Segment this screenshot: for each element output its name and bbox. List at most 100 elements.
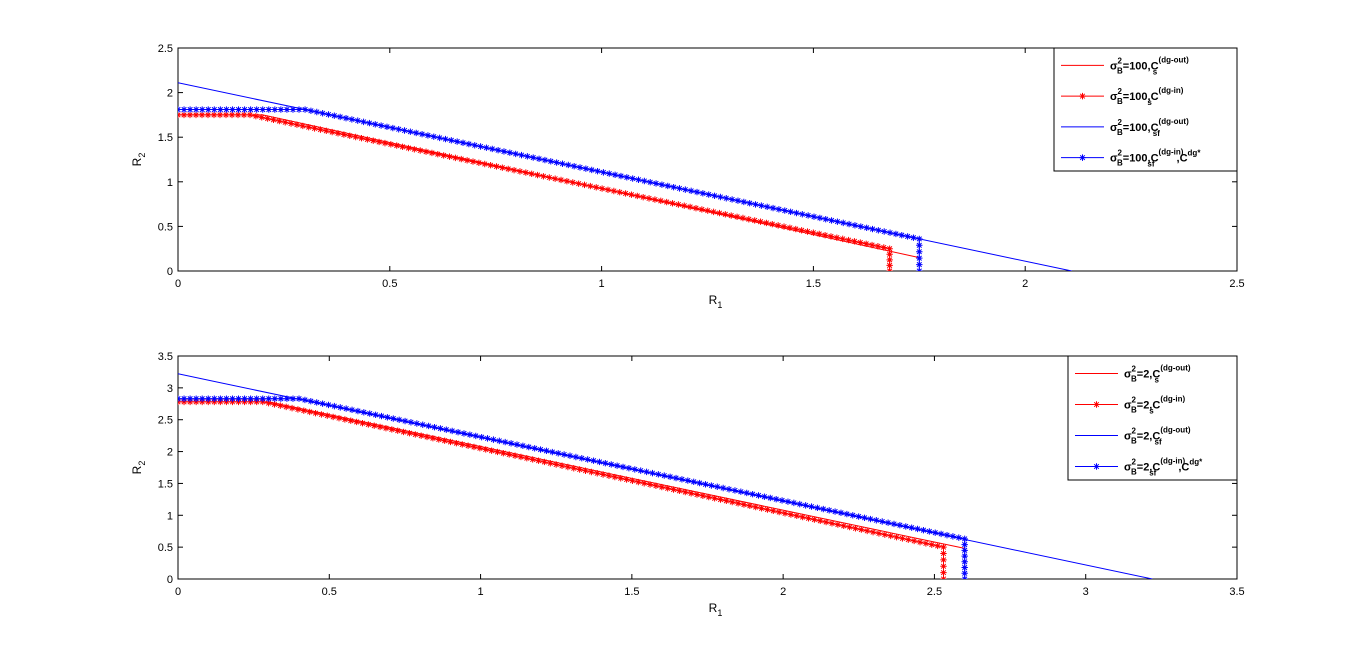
series-marker	[437, 425, 444, 432]
series-marker	[672, 474, 680, 482]
series-marker	[916, 242, 923, 249]
series-marker	[910, 537, 918, 545]
x-tick-label: 0.5	[382, 278, 397, 290]
series-marker	[448, 137, 455, 144]
series-marker	[693, 491, 701, 498]
series-marker	[916, 248, 923, 255]
legend-label: σ2 B=100,C(dg-in) s	[1110, 86, 1184, 107]
series-marker	[512, 150, 519, 158]
series-marker	[578, 455, 585, 462]
series-marker	[493, 163, 500, 170]
series-marker	[459, 441, 466, 448]
legend-sup: 2	[1118, 118, 1123, 127]
series-marker	[757, 218, 764, 225]
series-marker	[961, 541, 968, 548]
series-marker	[470, 443, 478, 451]
series-marker	[442, 135, 449, 143]
series-marker	[347, 417, 354, 424]
legend-entry: σ2 B=2,C(dg-in) sf ,Cdg*	[1075, 457, 1203, 478]
x-tick-label: 1.5	[624, 586, 639, 598]
legend-entry: σ2 B=100,C(dg-in) s	[1061, 86, 1184, 107]
legend-entry: σ2 B=2,C(dg-in) s	[1075, 395, 1186, 416]
series-marker	[516, 168, 524, 175]
series-marker	[955, 534, 962, 541]
series-marker	[425, 422, 432, 430]
legend-sigma: σ	[1110, 122, 1118, 134]
series-marker	[264, 115, 271, 122]
series-marker	[499, 164, 506, 171]
series-marker	[413, 420, 421, 427]
series-marker	[506, 149, 514, 156]
legend-eq: =2,C	[1137, 462, 1161, 474]
legend-sub: sf	[1155, 438, 1162, 447]
series-marker	[690, 478, 697, 485]
series-marker	[342, 405, 350, 412]
series-marker	[576, 164, 584, 171]
series-marker	[792, 225, 799, 233]
series-marker	[910, 234, 917, 241]
series-marker	[775, 206, 783, 213]
series-marker	[294, 406, 302, 413]
series-marker	[430, 133, 437, 140]
series-marker	[510, 166, 518, 174]
series-marker	[494, 146, 502, 154]
series-marker	[874, 243, 882, 250]
series-marker	[569, 179, 576, 186]
series-marker	[705, 191, 712, 198]
series-marker	[258, 114, 265, 121]
series-marker	[378, 412, 385, 420]
series-marker	[725, 486, 733, 493]
series-marker	[731, 487, 739, 494]
series-marker	[940, 563, 947, 570]
series-marker	[799, 211, 806, 218]
series-marker	[288, 404, 296, 412]
series-marker	[837, 509, 845, 517]
series-marker	[395, 416, 403, 423]
series-marker	[949, 533, 957, 540]
series-marker	[566, 452, 574, 459]
series-marker	[625, 464, 633, 472]
series-marker	[787, 511, 795, 518]
legend-entry: σ2 B=100,C(dg-out) s	[1061, 55, 1189, 76]
y-axis-label-main: R	[130, 465, 144, 474]
series-marker	[335, 414, 343, 422]
series-marker	[822, 518, 830, 526]
series-marker	[711, 192, 718, 199]
legend-sub: B	[1131, 375, 1137, 384]
series-marker	[880, 244, 887, 251]
series-marker	[793, 512, 800, 520]
series-marker	[839, 235, 846, 243]
series-marker	[851, 238, 858, 245]
series-marker	[235, 395, 242, 402]
legend-eq: =100,C	[1123, 60, 1159, 72]
series-marker	[816, 230, 823, 238]
series-marker	[186, 106, 194, 113]
series-marker	[658, 483, 666, 491]
series-marker	[523, 455, 531, 462]
series-marker	[271, 395, 279, 402]
series-marker	[325, 401, 332, 409]
series-marker	[682, 186, 689, 193]
series-marker	[852, 525, 859, 532]
series-marker	[204, 111, 212, 119]
series-marker	[395, 126, 402, 133]
series-marker	[828, 217, 835, 224]
series-marker	[590, 457, 597, 464]
series-marker	[259, 106, 266, 113]
x-tick-label: 0.5	[322, 586, 337, 598]
series-marker	[559, 160, 566, 167]
series-marker	[475, 159, 483, 166]
legend-sup: 2	[1118, 56, 1123, 65]
legend-sigma: σ	[1110, 60, 1118, 72]
series-marker	[400, 428, 407, 436]
series-marker	[549, 448, 556, 456]
legend-marker	[1079, 92, 1086, 100]
series-marker	[384, 414, 391, 421]
series-marker	[299, 122, 307, 130]
series-marker	[600, 169, 607, 176]
series-marker	[366, 119, 373, 127]
series-marker	[678, 476, 686, 483]
series-marker	[657, 197, 664, 205]
series-marker	[541, 458, 548, 466]
series-marker	[328, 128, 336, 136]
